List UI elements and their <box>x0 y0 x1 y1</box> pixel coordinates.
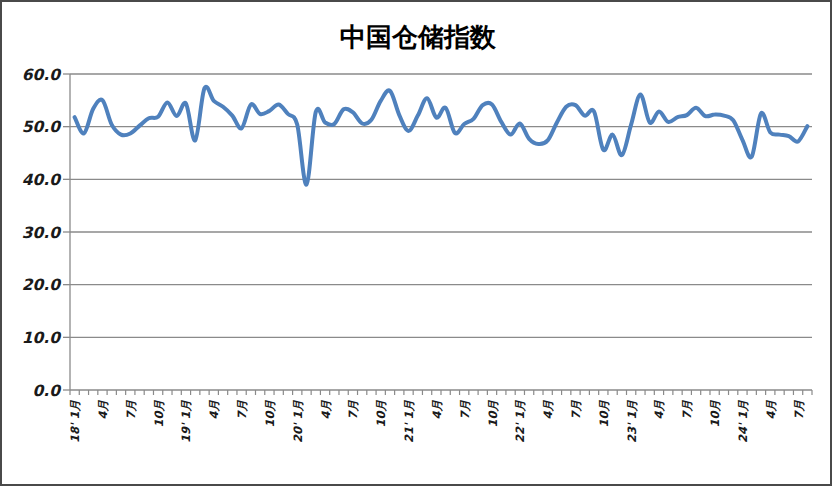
x-tick-label: 4月 <box>541 400 555 420</box>
x-tick-label: 7月 <box>235 400 249 420</box>
index-line <box>75 87 808 185</box>
y-tick-label: 20.0 <box>22 276 62 294</box>
x-tick-label: 10月 <box>597 400 611 428</box>
y-tick-label: 10.0 <box>22 329 62 347</box>
x-tick-label: 10月 <box>374 400 388 428</box>
x-tick-label: 4月 <box>207 400 221 420</box>
y-tick-label: 50.0 <box>22 118 62 136</box>
x-tick-label: 18' 1月 <box>68 400 82 444</box>
x-tick-label: 10月 <box>486 400 500 428</box>
plot-area: 0.0 10.0 20.0 30.0 40.0 50.0 60.0 18' 1月 4月 7月 10月… <box>22 66 812 444</box>
x-tick-label: 7月 <box>680 400 694 420</box>
x-tick-label: 20' 1月 <box>291 400 305 444</box>
x-tick-label: 4月 <box>319 400 333 420</box>
x-tick-label: 10月 <box>152 400 166 428</box>
x-tick-label: 7月 <box>458 400 472 420</box>
x-tick-label: 19' 1月 <box>179 400 193 444</box>
x-tick-label: 4月 <box>764 400 778 420</box>
y-tick-label: 60.0 <box>22 66 62 84</box>
x-tick-label: 23' 1月 <box>625 400 639 444</box>
x-tick-label: 4月 <box>652 400 666 420</box>
x-tick-label: 7月 <box>792 400 806 420</box>
x-tick-label: 21' 1月 <box>402 400 416 444</box>
x-tick-label: 7月 <box>569 400 583 420</box>
x-tick-label: 22' 1月 <box>513 400 527 444</box>
warehousing-index-chart: 中国仓储指数 0.0 10.0 20.0 30.0 40.0 50.0 60.0 18' 1月… <box>2 2 832 486</box>
x-tick-label: 10月 <box>263 400 277 428</box>
y-tick-label: 40.0 <box>22 171 62 189</box>
y-tick-label: 30.0 <box>22 224 62 242</box>
y-tick-label: 0.0 <box>33 382 63 400</box>
chart-title: 中国仓储指数 <box>340 22 496 52</box>
x-tick-label: 24' 1月 <box>736 400 750 444</box>
x-tick-label: 7月 <box>124 400 138 420</box>
x-tick-label: 4月 <box>96 400 110 420</box>
x-tick-label: 10月 <box>708 400 722 428</box>
x-tick-label: 7月 <box>346 400 360 420</box>
x-tick-label: 4月 <box>430 400 444 420</box>
chart-frame: 中国仓储指数 0.0 10.0 20.0 30.0 40.0 50.0 60.0 18' 1月… <box>0 0 832 486</box>
